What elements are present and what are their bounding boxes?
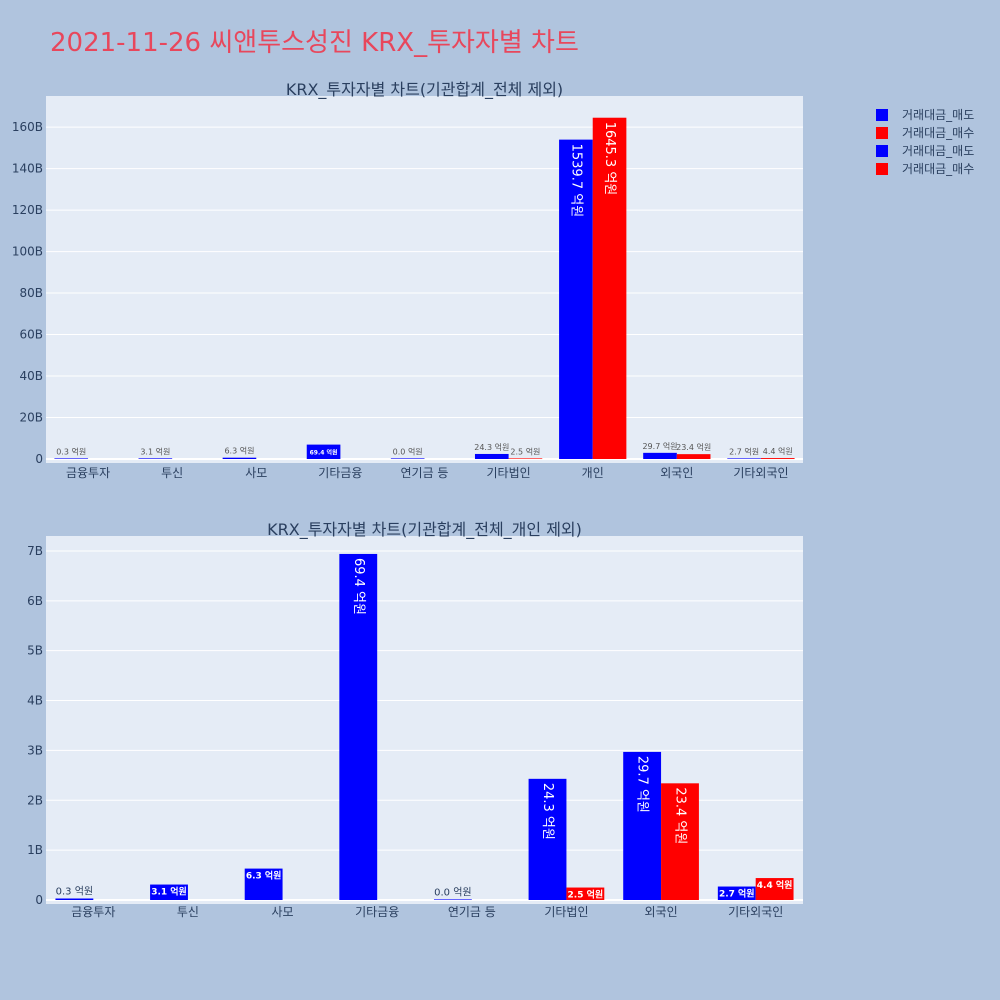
data-label: 0.3 억원: [56, 886, 93, 898]
legend-label: 거래대금_매수: [902, 162, 974, 176]
bar: [474, 453, 509, 459]
y-tick-label: 3B: [27, 743, 43, 757]
data-label: 23.4 억원: [676, 442, 711, 452]
x-tick-label: 연기금 등: [448, 905, 496, 919]
legend-label: 거래대금_매도: [902, 144, 974, 158]
data-label: 24.3 억원: [540, 783, 555, 840]
bar: [661, 783, 699, 900]
legend-label: 거래대금_매수: [902, 126, 974, 140]
x-tick-label: 투신: [161, 466, 183, 480]
data-label: 29.7 억원: [635, 756, 650, 813]
x-tick-label: 사모: [245, 466, 267, 480]
legend-swatch: [876, 109, 888, 121]
data-label: 69.4 억원: [351, 558, 366, 615]
legend-swatch: [876, 163, 888, 175]
data-label: 0.0 억원: [434, 886, 471, 898]
y-tick-label: 60B: [19, 328, 43, 342]
y-tick-label: 40B: [19, 369, 43, 383]
bar: [566, 887, 605, 900]
chart-title: KRX_투자자별 차트(기관합계_전체 제외): [286, 80, 563, 100]
bar: [54, 458, 89, 459]
data-label: 24.3 억원: [474, 442, 509, 452]
data-label: 1539.7 억원: [568, 144, 583, 218]
bar: [222, 457, 257, 459]
chart-title: KRX_투자자별 차트(기관합계_전체_개인 제외): [267, 520, 582, 540]
x-tick-label: 기타법인: [487, 466, 531, 480]
data-label: 0.3 억원: [56, 446, 86, 456]
bar: [592, 117, 627, 459]
bar: [528, 778, 567, 900]
bar: [150, 884, 188, 900]
bar: [306, 444, 341, 459]
y-tick-label: 0: [35, 893, 43, 907]
data-label: 2.5 억원: [568, 889, 604, 901]
y-tick-label: 0: [35, 452, 43, 466]
bar: [676, 454, 711, 459]
data-label: 69.4 억원: [310, 449, 338, 457]
y-tick-label: 5B: [27, 644, 43, 658]
y-tick-label: 80B: [19, 286, 43, 300]
x-tick-label: 기타외국인: [733, 466, 788, 480]
bar: [55, 898, 94, 900]
page-title: 2021-11-26 씨앤투스성진 KRX_투자자별 차트: [50, 28, 579, 58]
bar: [559, 139, 593, 459]
data-label: 2.5 억원: [510, 446, 540, 456]
x-tick-label: 사모: [272, 905, 294, 919]
y-tick-label: 20B: [19, 411, 43, 425]
y-tick-label: 120B: [12, 203, 43, 217]
x-tick-label: 기타금융: [355, 905, 399, 919]
bar: [755, 878, 794, 900]
bar: [727, 458, 761, 459]
y-tick-label: 160B: [12, 120, 43, 134]
x-tick-label: 기타외국인: [728, 905, 783, 919]
data-label: 4.4 억원: [763, 446, 793, 456]
x-tick-label: 개인: [582, 466, 604, 480]
x-tick-label: 기타법인: [544, 905, 588, 919]
x-tick-label: 투신: [177, 905, 199, 919]
x-tick-label: 연기금 등: [401, 466, 449, 480]
data-label: 4.4 억원: [757, 879, 793, 891]
plot-area: [46, 96, 803, 463]
data-label: 6.3 억원: [224, 446, 254, 456]
data-label: 6.3 억원: [246, 870, 282, 882]
x-tick-label: 금융투자: [66, 466, 110, 480]
data-label: 0.0 억원: [393, 446, 423, 456]
data-label: 3.1 억원: [140, 446, 170, 456]
x-tick-label: 금융투자: [71, 905, 115, 919]
legend-swatch: [876, 127, 888, 139]
bar: [643, 452, 677, 459]
x-tick-label: 외국인: [645, 905, 678, 919]
data-label: 2.7 억원: [719, 888, 755, 900]
x-tick-label: 기타금융: [318, 466, 362, 480]
bar: [760, 458, 795, 459]
bar: [433, 899, 472, 900]
y-tick-label: 140B: [12, 162, 43, 176]
data-label: 29.7 억원: [642, 441, 677, 451]
y-tick-label: 100B: [12, 245, 43, 259]
bar: [244, 868, 283, 900]
y-tick-label: 1B: [27, 843, 43, 857]
bar: [508, 458, 543, 459]
bar: [339, 553, 378, 900]
data-label: 3.1 억원: [151, 886, 187, 898]
y-tick-label: 4B: [27, 694, 43, 708]
y-tick-label: 7B: [27, 544, 43, 558]
data-label: 1645.3 억원: [602, 122, 617, 196]
x-tick-label: 외국인: [660, 466, 693, 480]
y-tick-label: 2B: [27, 793, 43, 807]
bar: [138, 458, 173, 459]
bar: [390, 458, 425, 459]
legend-label: 거래대금_매도: [902, 108, 974, 122]
data-label: 23.4 억원: [672, 787, 687, 844]
bar: [623, 751, 662, 900]
y-tick-label: 6B: [27, 594, 43, 608]
legend-swatch: [876, 145, 888, 157]
bar: [717, 886, 756, 900]
data-label: 2.7 억원: [729, 446, 759, 456]
